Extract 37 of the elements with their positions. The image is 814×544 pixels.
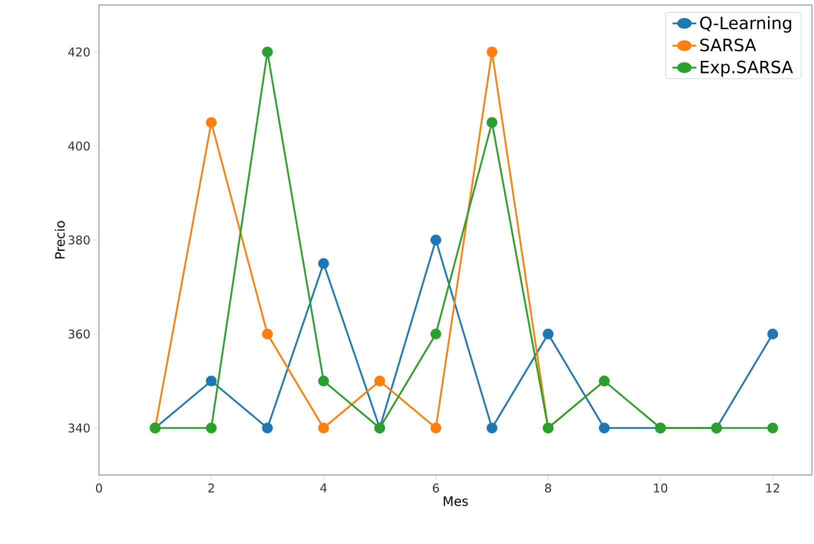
x-tick-label: 8 <box>545 484 552 493</box>
x-axis-title: Mes <box>444 496 468 506</box>
point <box>206 376 217 386</box>
x-tick-label: 4 <box>320 484 327 492</box>
y-tick-label: 360 <box>68 329 90 339</box>
point <box>542 328 554 340</box>
x-tick-label: 12 <box>766 484 780 492</box>
y-tick-label: 420 <box>68 47 90 57</box>
point <box>430 422 442 434</box>
x-tick-label: 10 <box>654 484 668 493</box>
y-axis-title: Precio <box>54 221 65 258</box>
y-tick-label: 400 <box>68 141 90 151</box>
point <box>430 328 442 340</box>
y-tick-label: 380 <box>68 235 90 245</box>
point <box>486 422 498 434</box>
point <box>318 376 329 386</box>
point <box>206 422 217 434</box>
point <box>767 328 778 340</box>
x-tick-label: 0 <box>96 484 102 493</box>
point <box>486 117 498 128</box>
point <box>318 258 329 269</box>
point <box>430 234 442 246</box>
point <box>767 422 778 434</box>
legend-label: Exp.SARSA <box>700 60 794 77</box>
legend-label: Q-Learning <box>700 16 792 33</box>
point <box>262 46 273 58</box>
point <box>374 376 386 386</box>
point <box>262 328 273 340</box>
point <box>598 422 610 434</box>
point <box>486 46 498 58</box>
x-tick-label: 6 <box>432 484 439 493</box>
x-tick-label: 2 <box>208 484 214 492</box>
point <box>206 117 217 128</box>
point <box>262 422 273 434</box>
y-tick-label: 340 <box>68 423 90 433</box>
point <box>318 422 329 434</box>
legend-label: SARSA <box>700 38 756 52</box>
